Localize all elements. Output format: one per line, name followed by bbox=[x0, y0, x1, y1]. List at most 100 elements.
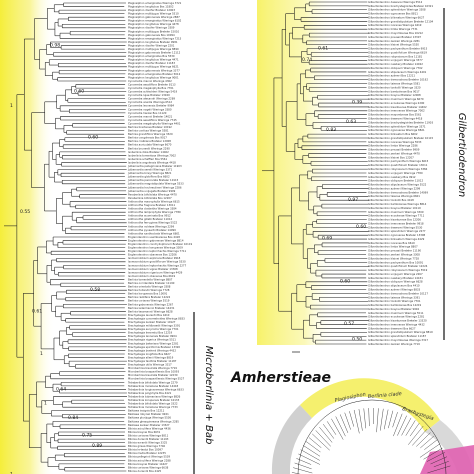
left-support-value: 0.84 bbox=[68, 415, 78, 421]
left-tip-label: Cynometra hankei Bos 11120 bbox=[128, 111, 167, 115]
left-tip-label: Plagiosiphon multijugus Wieringa 5510 bbox=[128, 12, 179, 16]
inset-branch bbox=[294, 462, 312, 470]
inset-branch bbox=[331, 418, 344, 440]
inset-branch bbox=[388, 410, 394, 429]
left-tip-label: Plagiosiphon multijugus Breteler 15010 bbox=[128, 29, 180, 33]
left-tip-label: Tetraberlinia bifoliolata Wieringa 3322 bbox=[128, 402, 178, 406]
inset-branch bbox=[397, 415, 407, 436]
right-tip-label: Gilbertiodendron obliquum Wieringa 6628 bbox=[368, 280, 423, 284]
left-tip-label: Julbernardia magnistipulata Wieringa 553… bbox=[127, 182, 184, 186]
right-tip-label: Gilbertiodendron breynei Breteler 12008 bbox=[368, 93, 421, 97]
right-tip-label: Gilbertiodendron ivorense Wieringa 4419 bbox=[368, 23, 422, 27]
right-tip-label: Gilbertiodendron pachyanthum Bos 10091 bbox=[368, 260, 424, 264]
left-tip-label: Plagiosiphon longitubus Wieringa 9001 bbox=[128, 75, 179, 79]
right-tip-label: Gilbertiodendron imenoense Wieringa 7002 bbox=[368, 109, 425, 113]
right-tip-label: Gilbertiodendron klainei Wieringa 7728 bbox=[368, 256, 419, 260]
left-tip-label: Bikinia le-testui Bos 10097 bbox=[128, 448, 163, 452]
right-support-value: 0.74 bbox=[302, 57, 312, 63]
left-support-value: 0.64 bbox=[56, 386, 66, 392]
left-tip-label: Plagiosiphon gabonensis Wieringa 2887 bbox=[128, 15, 180, 19]
right-tip-label: Gilbertiodendron ogoouense Bos 8811 bbox=[368, 12, 418, 16]
left-tip-label: Plagiosiphon emarginatus Wieringa 7215 bbox=[128, 36, 182, 40]
left-tip-label: Isomacrolobium obanense Bos 6619 bbox=[128, 274, 175, 278]
left-tip-label: Englerodendron obanense Bos 12206 bbox=[128, 253, 177, 257]
left-tip-label: Brachystegia cynometroides Wieringa 8833 bbox=[128, 316, 185, 320]
inset-yellow-arc bbox=[300, 378, 440, 432]
left-tip-label: Anthonotha xanthoclada Wieringa 6601 bbox=[128, 231, 180, 235]
inset-branch bbox=[376, 408, 379, 433]
left-tip-label: Tetraberlinia moreliana Breteler 14418 bbox=[128, 384, 179, 388]
right-tip-label: Gilbertiodendron stipulaceum Wieringa 44… bbox=[368, 70, 427, 74]
left-tip-label: Berlinia bruneelii Wieringa 2290 bbox=[128, 146, 170, 150]
microberlinia-label: Microberlinia + Bab bbox=[203, 346, 214, 445]
left-tip-label: Plagiosiphon longitubus Breteler 9981 bbox=[128, 40, 178, 44]
left-tip-label: Brachystegia leonensis Breteler 9904 bbox=[128, 334, 177, 338]
right-tip-label: Gilbertiodendron pachyanthum Breteler 99… bbox=[368, 47, 428, 51]
right-tip-label: Gilbertiodendron preussii Breteler 9909 bbox=[368, 148, 420, 152]
right-tip-label: Gilbertiodendron maximum Wieringa 5511 bbox=[368, 311, 424, 315]
left-tip-label: Englerodendron conchyliophorum Breteler … bbox=[128, 242, 192, 246]
left-tip-label: Microberlinia brazzavillensis Bos 10093 bbox=[128, 370, 179, 374]
right-tip-label: Gilbertiodendron unijugum Wieringa 3377 bbox=[368, 58, 423, 62]
right-tip-label: Gilbertiodendron brachystegioides Bretel… bbox=[368, 4, 433, 8]
left-support-value: 0.60 bbox=[74, 89, 84, 95]
left-tip-label: Plagiosiphon discifer Breteler 12903 bbox=[128, 8, 175, 12]
left-tip-label: Baikiaea robynsii Breteler 9921 bbox=[128, 412, 169, 416]
left-tip-label: Anthonotha pynaertii Breteler 14099 bbox=[128, 228, 176, 232]
right-tip-label: Gilbertiodendron unijugum Wieringa 2267 bbox=[368, 272, 423, 276]
right-tip-label: Gilbertiodendron grandistipulatum Bretel… bbox=[368, 136, 434, 140]
inset-branch bbox=[368, 408, 370, 427]
inset-branch bbox=[305, 441, 321, 453]
right-tip-label: Gilbertiodendron kisantuense Bos 12206 bbox=[368, 218, 421, 222]
left-tip-label: Cynometra leonensis Breteler 9984 bbox=[128, 104, 174, 108]
right-tip-label: Gilbertiodendron quadrifolium Wieringa 6… bbox=[368, 50, 427, 54]
left-tip-label: Baikiaea ghesquiereana Wieringa 2285 bbox=[128, 419, 179, 423]
left-tip-label: Cynometra vogelii Wieringa 3380 bbox=[128, 107, 172, 111]
left-tip-label: Berlinia auriculata Wieringa 6670 bbox=[128, 143, 172, 147]
inset-branch bbox=[298, 453, 321, 465]
left-tip-label: Microberlinia bisulcata Wieringa 7719 bbox=[128, 366, 177, 370]
inset-branch bbox=[383, 409, 389, 430]
inset-branch bbox=[291, 472, 301, 474]
left-tip-label: Isomacrolobium nigericum Wieringa 4429 bbox=[128, 270, 183, 274]
right-tip-label: Gilbertiodendron bambolense Bos 9017 bbox=[368, 89, 420, 93]
left-tip-label: Plagiosiphon longitubus Wieringa 4478 bbox=[128, 22, 179, 26]
left-tip-label: Bikinia pellegrinii Wieringa 5539 bbox=[128, 455, 170, 459]
right-tip-label: Gilbertiodendron splendidum Wieringa 227… bbox=[368, 229, 426, 233]
left-tip-label: Englerodendron korupense Wieringa 3309 bbox=[128, 246, 183, 250]
inset-branch bbox=[433, 461, 449, 468]
right-tip-label: Gilbertiodendron ivorense Wieringa 5533 bbox=[368, 140, 422, 144]
left-tip-label: Baikiaea insignis Bos 12211 bbox=[128, 409, 165, 413]
right-tip-label: Gilbertiodendron splendidum Wieringa 330… bbox=[368, 8, 426, 12]
inset-branch bbox=[296, 458, 312, 465]
right-support-value: 0.60 bbox=[340, 278, 350, 284]
left-tip-label: Plagiosiphon gabonensis Breteler 12112 bbox=[128, 51, 181, 55]
right-support-value: 0.39 bbox=[352, 100, 362, 106]
right-support-value: 0.57 bbox=[344, 321, 354, 327]
inset-branch bbox=[308, 437, 322, 448]
left-tip-label: Englerodendron gabonense Wieringa 8814 bbox=[128, 238, 184, 242]
right-tip-label: Gilbertiodendron dewevrei Wieringa 5530 bbox=[368, 225, 423, 229]
right-tip-label: Gilbertiodendron mayombense Bos 10212 bbox=[368, 31, 423, 35]
inset-branch bbox=[416, 432, 431, 447]
left-tip-label: Bikinia aciculifera Wieringa 4436 bbox=[128, 426, 171, 430]
right-tip-label: Gilbertiodendron grandistipulatum Bretel… bbox=[368, 19, 434, 23]
inset-branch bbox=[300, 449, 320, 461]
right-tip-label: Gilbertiodendron zenkeri Wieringa 3308 bbox=[368, 253, 420, 257]
left-tip-label: Plagiosiphon emarginatus Bos 5530 bbox=[128, 54, 175, 58]
left-tip-label: Berlinia grandiflora Wieringa 3320 bbox=[128, 132, 173, 136]
left-tip-label: Isoberlinia scheffleri Bos 5561 bbox=[128, 157, 167, 161]
left-tip-label: Anthonotha acuminata Bos 9912 bbox=[128, 214, 171, 218]
left-support-value: 1 bbox=[40, 351, 43, 357]
left-tip-label: Anthonotha macrophylla Wieringa 6615 bbox=[128, 199, 180, 203]
right-tip-label: Gilbertiodendron klainei Bos 12207 bbox=[368, 155, 414, 159]
inset-branch bbox=[335, 416, 346, 437]
left-tip-label: Cynometra mannii Breteler 14021 bbox=[128, 114, 173, 118]
right-support-value: 0.50 bbox=[352, 337, 362, 343]
left-tip-label: Berlinia ledermannii Breteler 14431 bbox=[128, 306, 175, 310]
left-tip-label: Berlinia craibiana Breteler 12008 bbox=[128, 139, 171, 143]
left-tip-label: Tetraberlinia longiracemosa Wieringa 663… bbox=[128, 387, 184, 391]
right-tip-label: Gilbertiodendron breynei Breteler 9904 bbox=[368, 307, 419, 311]
left-tip-label: Plagiosiphon emarginatus Breteler 5012 bbox=[128, 72, 181, 76]
left-tip-label: Cynometra alexandri Wieringa 2289 bbox=[128, 97, 175, 101]
